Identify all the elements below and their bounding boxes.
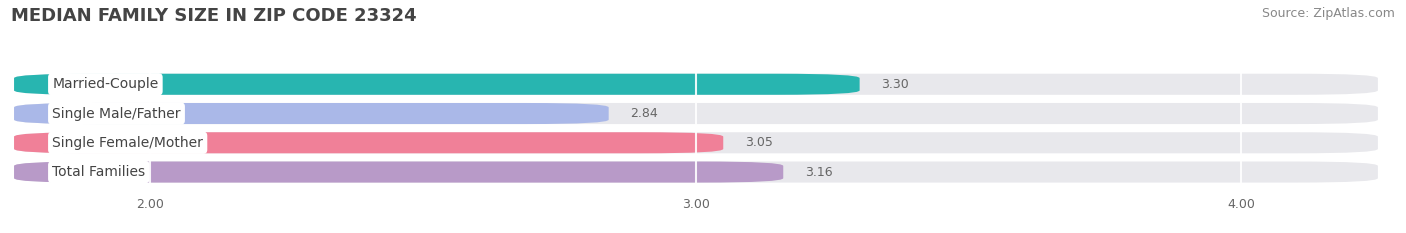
FancyBboxPatch shape bbox=[14, 103, 1378, 124]
FancyBboxPatch shape bbox=[14, 161, 783, 183]
FancyBboxPatch shape bbox=[14, 74, 1378, 95]
Text: Single Male/Father: Single Male/Father bbox=[52, 106, 181, 120]
FancyBboxPatch shape bbox=[14, 132, 723, 153]
Text: 3.16: 3.16 bbox=[806, 165, 832, 178]
FancyBboxPatch shape bbox=[14, 161, 1378, 183]
Text: Source: ZipAtlas.com: Source: ZipAtlas.com bbox=[1261, 7, 1395, 20]
FancyBboxPatch shape bbox=[14, 132, 1378, 153]
Text: 3.30: 3.30 bbox=[882, 78, 910, 91]
Text: 2.84: 2.84 bbox=[630, 107, 658, 120]
Text: 3.05: 3.05 bbox=[745, 136, 773, 149]
Text: MEDIAN FAMILY SIZE IN ZIP CODE 23324: MEDIAN FAMILY SIZE IN ZIP CODE 23324 bbox=[11, 7, 416, 25]
FancyBboxPatch shape bbox=[14, 74, 859, 95]
Text: Single Female/Mother: Single Female/Mother bbox=[52, 136, 202, 150]
Text: Married-Couple: Married-Couple bbox=[52, 77, 159, 91]
FancyBboxPatch shape bbox=[14, 103, 609, 124]
Text: Total Families: Total Families bbox=[52, 165, 145, 179]
